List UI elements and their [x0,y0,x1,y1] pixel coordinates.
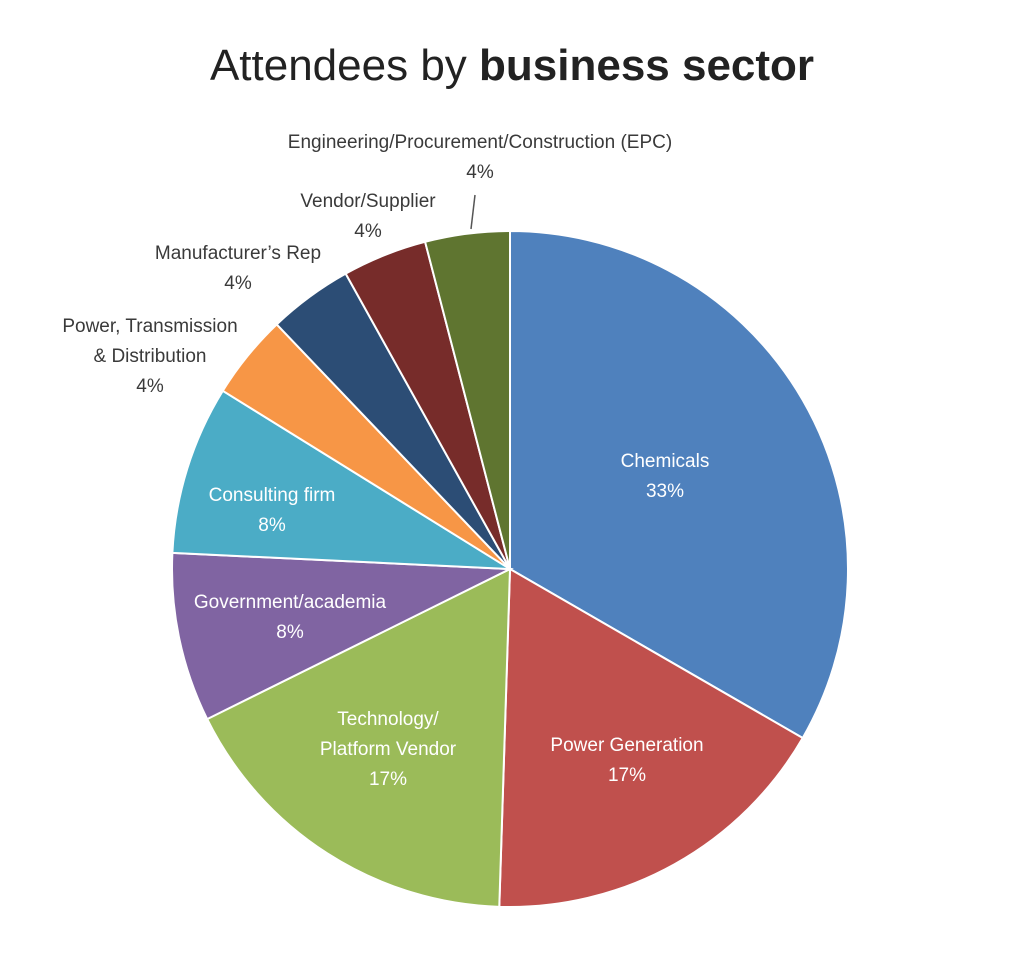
slice-value-label: 4% [224,273,252,294]
slice-label: Power, Transmission & Distribution [62,316,237,367]
slice-value-label: 4% [136,376,164,397]
pie-slice [498,567,805,908]
slice-label: Engineering/Procurement/Construction (EP… [288,132,672,153]
slice-label: Consulting firm [209,485,336,506]
slice-value-label: 33% [646,481,684,502]
slice-value-label: 4% [354,221,382,242]
slice-value-label: 17% [369,769,407,790]
slice-label: Vendor/Supplier [300,191,436,212]
title-bold: business sector [479,41,814,90]
pie-slice [171,551,514,721]
slice-label: Power Generation [550,735,703,756]
pie-slice [423,229,511,570]
title-normal: Attendees by [210,41,467,90]
slice-value-label: 8% [258,515,286,536]
slice-value-label: 17% [608,765,646,786]
pie-slice [205,567,512,908]
chart-title: Attendees by business sector [210,41,814,90]
slice-label: Government/academia [194,592,387,613]
slice-value-label: 8% [276,622,304,643]
leader-line [470,194,476,230]
slice-value-label: 4% [466,162,494,183]
pie-slice [509,229,849,740]
slice-label: Technology/Platform Vendor [320,709,457,760]
pie-slice [171,389,514,571]
slice-label: Chemicals [621,451,710,472]
slice-label: Manufacturer’s Rep [155,243,321,264]
